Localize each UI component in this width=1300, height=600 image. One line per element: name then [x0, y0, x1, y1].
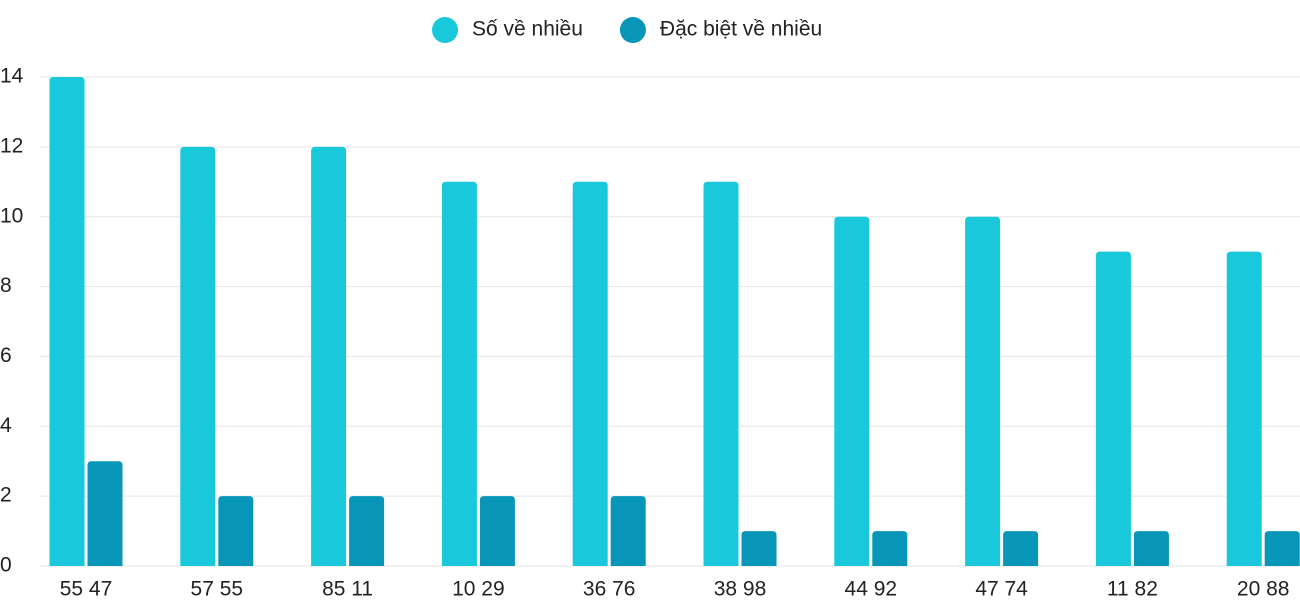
bar: [49, 77, 85, 566]
y-tick-label: 4: [0, 414, 12, 437]
x-tick-label: 20 88: [1237, 578, 1290, 600]
bar: [965, 216, 1001, 566]
y-tick-label: 6: [0, 344, 12, 367]
y-tick-label: 12: [0, 134, 23, 157]
bar: [349, 496, 385, 566]
legend-marker: [619, 17, 646, 43]
legend-marker: [432, 17, 458, 43]
bar: [218, 496, 254, 566]
x-tick-label: 11 82: [1107, 578, 1158, 600]
y-tick-label: 10: [0, 204, 23, 227]
x-tick-label: 10 29: [452, 578, 505, 600]
bar: [87, 461, 123, 566]
bar: [479, 496, 515, 566]
legend-label: Đặc biệt về nhiều: [660, 18, 822, 41]
legend-label: Số về nhiều: [472, 18, 583, 41]
bar: [610, 496, 646, 566]
bar: [1003, 531, 1039, 566]
x-tick-label: 44 92: [845, 578, 898, 600]
bar: [180, 146, 216, 566]
bar: [1133, 531, 1169, 566]
x-tick-label: 47 74: [975, 578, 1028, 600]
bar: [703, 181, 739, 567]
x-tick-label: 55 47: [60, 578, 113, 600]
y-tick-label: 14: [0, 65, 24, 88]
bar: [572, 181, 608, 567]
bar: [1264, 531, 1300, 566]
bar: [311, 146, 347, 566]
y-tick-label: 8: [0, 274, 12, 297]
x-tick-label: 38 98: [714, 578, 767, 600]
bar: [441, 181, 477, 567]
bar: [872, 531, 908, 566]
y-tick-label: 0: [0, 554, 12, 577]
x-tick-label: 85 11: [322, 578, 373, 600]
bar: [741, 531, 777, 566]
x-tick-label: 57 55: [191, 578, 244, 600]
bar: [834, 216, 870, 566]
bar: [1095, 251, 1131, 566]
y-tick-label: 2: [0, 484, 12, 507]
bar: [1226, 251, 1262, 566]
x-tick-label: 36 76: [583, 578, 636, 600]
